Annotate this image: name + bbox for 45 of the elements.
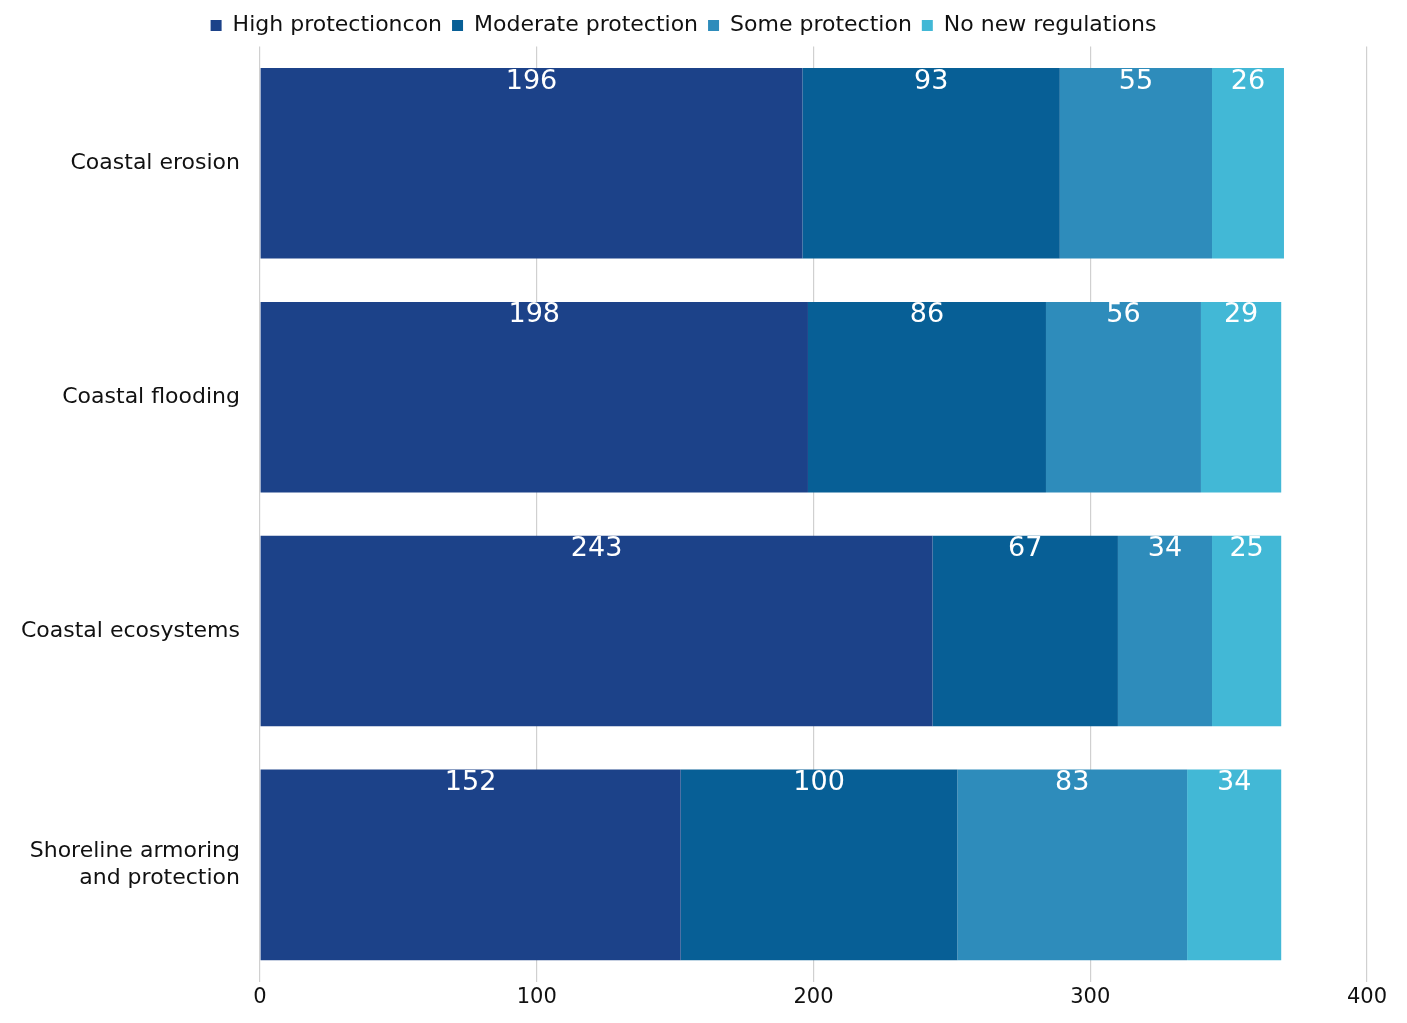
x-tick-label: 200 xyxy=(793,983,834,1008)
data-label: 25 xyxy=(1229,531,1264,563)
data-label: 67 xyxy=(1008,531,1043,563)
legend-label: Moderate protection xyxy=(474,11,699,37)
bar xyxy=(1212,535,1282,727)
data-label: 243 xyxy=(570,531,623,563)
bar xyxy=(680,769,958,961)
legend-label: No new regulations xyxy=(943,11,1157,37)
bar xyxy=(1045,301,1201,493)
data-label: 196 xyxy=(505,63,558,95)
data-label: 100 xyxy=(793,765,845,797)
bar xyxy=(1117,535,1213,727)
y-tick-label: Coastal flooding xyxy=(62,382,240,408)
bar xyxy=(1059,68,1213,259)
bar xyxy=(802,68,1060,259)
legend-label: Some protection xyxy=(730,11,912,37)
data-label: 83 xyxy=(1055,765,1090,797)
y-tick-label: Coastal ecosystems xyxy=(20,616,240,642)
data-label: 198 xyxy=(508,297,561,329)
legend-label: High protectioncon xyxy=(232,11,443,37)
data-label: 93 xyxy=(913,63,949,95)
data-label: 34 xyxy=(1216,765,1252,797)
x-tick-label: 300 xyxy=(1070,983,1111,1008)
y-tick-label: Coastal erosion xyxy=(70,149,240,175)
bar xyxy=(932,535,1118,727)
bar xyxy=(1187,769,1282,961)
y-tick-label: Shoreline armoring and protection xyxy=(29,837,240,889)
data-label: 86 xyxy=(909,297,945,329)
x-tick-label: 100 xyxy=(516,983,557,1008)
data-label: 55 xyxy=(1118,63,1154,95)
bar xyxy=(260,301,808,493)
data-label: 29 xyxy=(1223,297,1259,329)
x-tick-label: 0 xyxy=(253,983,267,1008)
data-label: 26 xyxy=(1230,63,1266,95)
bar xyxy=(260,535,933,727)
bar xyxy=(1212,68,1284,259)
bar xyxy=(957,769,1188,961)
bar xyxy=(260,769,681,961)
x-tick-label: 400 xyxy=(1346,983,1388,1008)
data-label: 56 xyxy=(1106,297,1141,329)
bar xyxy=(807,301,1046,493)
bar xyxy=(260,68,803,259)
bar xyxy=(1200,301,1282,493)
data-label: 34 xyxy=(1147,531,1183,563)
data-label: 152 xyxy=(444,765,497,797)
